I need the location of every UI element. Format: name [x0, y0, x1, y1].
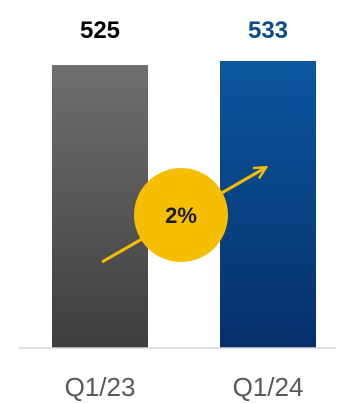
bar-q1-23 — [52, 65, 148, 348]
growth-badge-circle — [134, 168, 228, 262]
x-tick-label-q1-23: Q1/23 — [65, 372, 136, 402]
value-label-q1-23: 525 — [80, 17, 120, 44]
x-tick-label-q1-24: Q1/24 — [233, 372, 304, 402]
growth-badge-label: 2% — [165, 203, 197, 228]
bar-q1-24 — [220, 61, 316, 348]
value-label-q1-24: 533 — [248, 17, 288, 44]
